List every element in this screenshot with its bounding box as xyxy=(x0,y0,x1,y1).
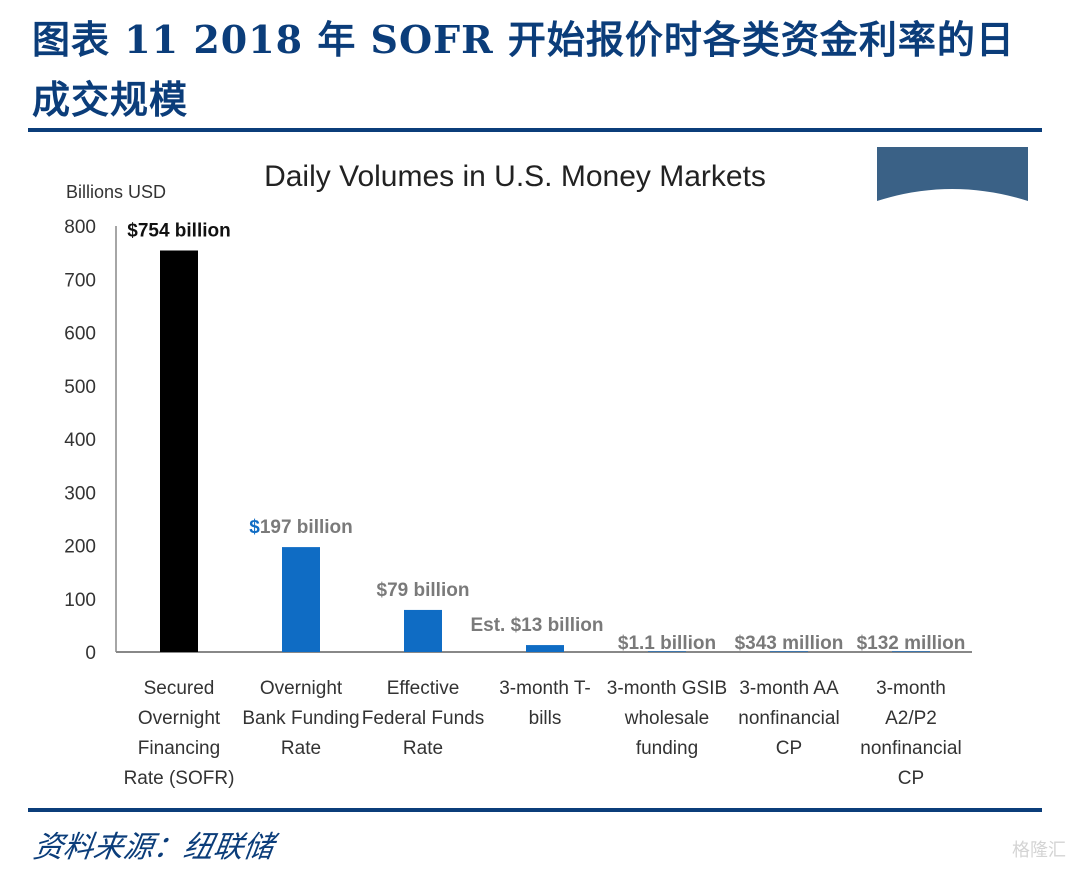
figure-title: 图表 11 2018 年 SOFR 开始报价时各类资金利率的日 成交规模 xyxy=(32,10,1052,130)
category-label: 3-month AA nonfinancial CP xyxy=(738,678,839,759)
bar xyxy=(648,651,686,652)
category-label: 3-month GSIB wholesale funding xyxy=(607,678,727,759)
watermark-logo: 格隆汇 xyxy=(1012,840,1066,861)
category-label: Overnight Bank Funding Rate xyxy=(242,678,359,759)
bar xyxy=(770,651,808,652)
figure-title-line-2: 成交规模 xyxy=(32,77,189,122)
figure-title-line-1: 图表 11 2018 年 SOFR 开始报价时各类资金利率的日 xyxy=(32,17,1015,62)
bars xyxy=(160,250,930,652)
y-tick-label: 600 xyxy=(64,324,96,345)
category-label: Secured Overnight Financing Rate (SOFR) xyxy=(124,678,235,789)
data-labels: $754 billion $197 billion $79 billionEst. … xyxy=(127,220,965,654)
category-label: Effective Federal Funds Rate xyxy=(362,678,485,759)
bar xyxy=(526,645,564,652)
y-axis-ticks: 0 100 200 300 400 500 600 700 800 xyxy=(64,217,96,664)
category-label: 3-month A2/P2 nonfinancial CP xyxy=(860,678,961,789)
decorative-banner xyxy=(877,147,1028,201)
y-tick-label: 400 xyxy=(64,430,96,451)
bar xyxy=(160,250,198,652)
data-label: $754 billion xyxy=(127,220,230,241)
data-label: $1.1 billion xyxy=(618,633,716,654)
category-labels: Secured Overnight Financing Rate (SOFR)Over… xyxy=(124,678,962,789)
y-tick-label: 300 xyxy=(64,483,96,504)
data-label: $343 million xyxy=(735,633,844,654)
data-label: Est. $13 billion xyxy=(470,615,603,636)
y-tick-label: 700 xyxy=(64,270,96,291)
bar-chart: Daily Volumes in U.S. Money Markets Bill… xyxy=(64,160,972,789)
y-tick-label: 800 xyxy=(64,217,96,238)
bar xyxy=(404,609,442,652)
bottom-divider xyxy=(28,808,1042,812)
bar xyxy=(282,547,320,652)
y-tick-label: 500 xyxy=(64,377,96,398)
chart-title: Daily Volumes in U.S. Money Markets xyxy=(264,160,766,193)
data-label: $79 billion xyxy=(377,580,470,601)
banner-shape xyxy=(877,147,1028,201)
category-label: 3-month T-bills xyxy=(499,678,591,729)
data-label: $132 million xyxy=(857,633,966,654)
bar xyxy=(892,651,930,652)
y-tick-label: 100 xyxy=(64,590,96,611)
top-divider xyxy=(28,128,1042,132)
y-tick-label: 0 xyxy=(85,643,96,664)
source-note: 资料来源：纽联储 xyxy=(31,830,276,865)
data-label: $197 billion xyxy=(249,517,353,538)
y-axis-label: Billions USD xyxy=(66,182,166,202)
y-tick-label: 200 xyxy=(64,537,96,558)
